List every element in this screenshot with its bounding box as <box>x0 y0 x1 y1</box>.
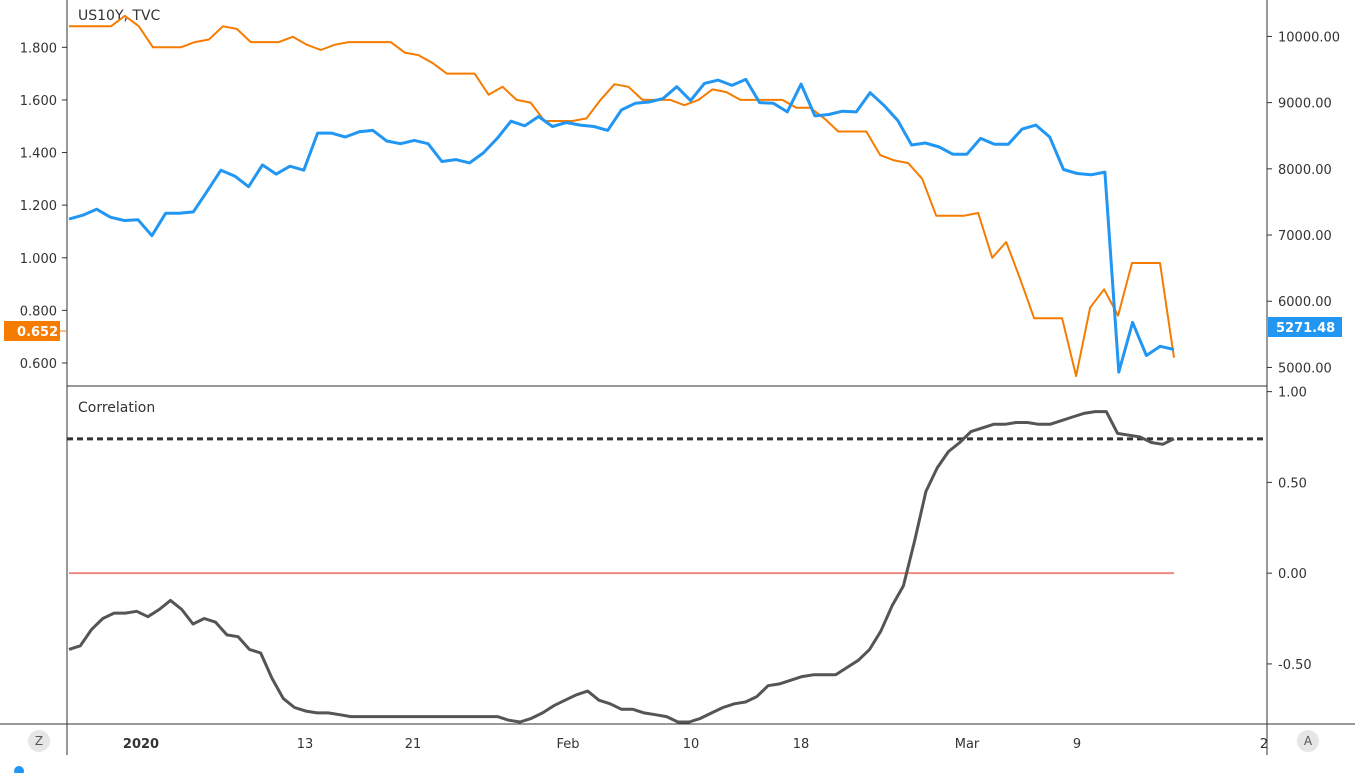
right-tick-label: 5000.00 <box>1278 361 1332 376</box>
bottom-axis-ticks: 1.00 0.50 0.00 -0.50 <box>1267 386 1312 673</box>
top-pane-title: US10Y, TVC <box>78 8 161 24</box>
spx-last-value-badge: 5271.48 <box>1268 317 1342 337</box>
time-axis-label: 13 <box>297 737 314 752</box>
left-tick-label: 1.200 <box>20 199 57 214</box>
time-axis-label: Feb <box>556 737 579 752</box>
spx-badge-bg <box>1268 317 1342 337</box>
left-tick-label: 1.000 <box>20 252 57 267</box>
top-axis-ticks: 1.800 1.600 1.400 1.200 1.000 0.800 0.600 10000… <box>20 30 1340 376</box>
us10y-badge-bg <box>4 321 60 341</box>
bottom-pane-title: Correlation <box>78 400 155 416</box>
bottom-series-layer <box>67 410 1267 724</box>
spx-line[interactable] <box>68 77 1175 374</box>
left-tick-label: 1.800 <box>20 41 57 56</box>
right-tick-label: 8000.00 <box>1278 163 1332 178</box>
left-tick-label: 0.800 <box>20 304 57 319</box>
right-tick-label: 6000.00 <box>1278 295 1332 310</box>
correlation-tick-label: -0.50 <box>1278 658 1312 673</box>
time-axis-label: 2020 <box>123 737 159 752</box>
correlation-tick-label: 1.00 <box>1278 386 1307 401</box>
correlation-tick-label: 0.00 <box>1278 567 1307 582</box>
right-tick-label: 7000.00 <box>1278 229 1332 244</box>
time-axis-label: 10 <box>683 737 700 752</box>
top-series-layer <box>68 14 1175 378</box>
time-axis-label: 2 <box>1260 737 1268 752</box>
correlation-line[interactable] <box>68 410 1175 724</box>
us10y-last-value-badge: 0.652 <box>4 321 66 341</box>
time-axis-ticks: 2020 13 21 Feb 10 18 Mar 9 2 <box>123 737 1268 752</box>
time-axis-label: 18 <box>793 737 810 752</box>
us10y-line[interactable] <box>69 14 1175 378</box>
us10y-badge-text: 0.652 <box>17 325 58 340</box>
time-axis-label: Mar <box>955 737 980 752</box>
auto-scale-a-button[interactable]: A <box>1297 730 1319 752</box>
right-tick-label: 9000.00 <box>1278 97 1332 112</box>
left-tick-label: 0.600 <box>20 357 57 372</box>
time-axis-label: 21 <box>405 737 422 752</box>
legend-dot-icon <box>14 766 24 773</box>
left-tick-label: 1.600 <box>20 94 57 109</box>
left-tick-label: 1.400 <box>20 147 57 162</box>
time-axis-label: 9 <box>1073 737 1081 752</box>
auto-scale-z-button[interactable]: Z <box>28 730 50 752</box>
correlation-tick-label: 0.50 <box>1278 476 1307 491</box>
right-tick-label: 10000.00 <box>1278 30 1340 45</box>
spx-badge-text: 5271.48 <box>1276 321 1335 336</box>
